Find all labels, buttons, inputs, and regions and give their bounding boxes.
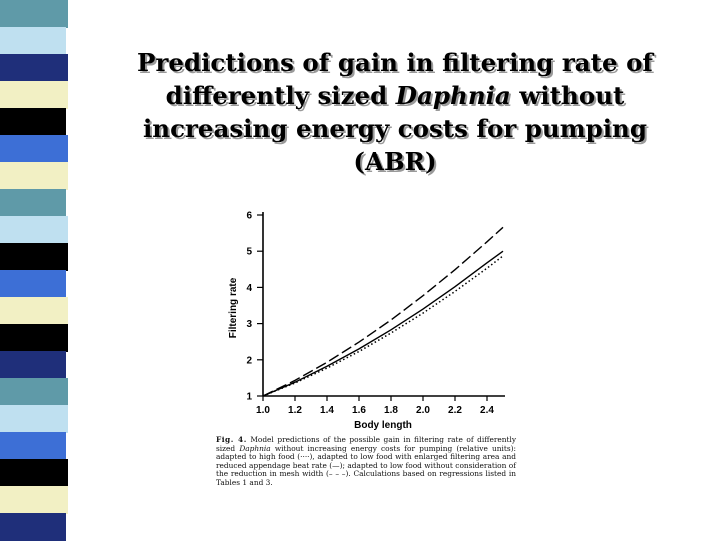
slide-title: Predictions of gain in filtering rate of… [100,46,690,178]
y-tick-label: 1 [246,392,252,403]
y-tick-label: 2 [246,355,252,366]
sidebar-stripe-block [0,432,66,460]
x-tick-label: 1.0 [256,405,270,416]
y-tick-label: 3 [246,319,252,330]
sidebar-stripe-block [0,108,66,136]
y-tick-label: 4 [246,283,252,294]
x-tick-label: 1.2 [288,405,302,416]
x-tick-label: 2.2 [448,405,462,416]
figure-caption: Fig. 4. Model predictions of the possibl… [216,435,516,488]
y-tick-label: 6 [246,211,252,222]
x-tick-label: 1.6 [352,405,366,416]
x-tick-label: 2.0 [416,405,430,416]
sidebar-stripe-block [0,135,68,163]
series-line-dashed [262,226,504,397]
sidebar-stripe-block [0,81,68,109]
sidebar-stripe-block [0,243,68,271]
x-tick-label: 1.4 [320,405,334,416]
sidebar-stripe-block [0,216,68,244]
chart-ticks: 1 2 3 4 5 6 1.0 1.2 1.4 1.6 1.8 2.0 2.2 2.4 [246,211,494,417]
x-axis-title: Body length [354,420,412,431]
y-axis-title: Filtering rate [228,277,239,338]
series-line-solid [262,250,504,397]
sidebar-stripe-block [0,513,66,541]
y-tick-label: 5 [246,247,252,258]
caption-text-b: without increasing energy costs for pump… [216,443,516,487]
sidebar-stripe-block [0,297,68,325]
sidebar-stripe-block [0,405,68,433]
sidebar-stripe-block [0,0,68,28]
sidebar-stripe-block [0,189,66,217]
chart-series [262,226,504,397]
sidebar-stripe-block [0,270,66,298]
caption-label: Fig. 4. [216,435,247,444]
filtering-rate-chart: 1 2 3 4 5 6 1.0 1.2 1.4 1.6 1.8 2.0 2.2 2.4 Body leng… [228,211,505,431]
caption-italic: Daphnia [239,443,271,453]
sidebar-stripe-block [0,162,68,190]
sidebar-stripe-block [0,54,68,82]
slide-title-part-1: Predictions of gain in filtering rate of… [137,48,653,110]
decorative-sidebar-stripe [0,0,68,541]
caption-text-a: Model predictions of the possible gain i… [216,435,516,453]
chart-axes [262,212,505,397]
sidebar-stripe-block [0,324,68,352]
x-tick-label: 2.4 [480,405,494,416]
sidebar-stripe-block [0,351,66,379]
slide-title-part-2: without increasing energy costs for pump… [142,81,648,176]
x-tick-label: 1.8 [384,405,398,416]
sidebar-stripe-block [0,459,68,487]
slide-title-italic: Daphnia [395,81,511,110]
sidebar-stripe-block [0,27,66,55]
sidebar-stripe-block [0,378,68,406]
sidebar-stripe-block [0,486,68,514]
